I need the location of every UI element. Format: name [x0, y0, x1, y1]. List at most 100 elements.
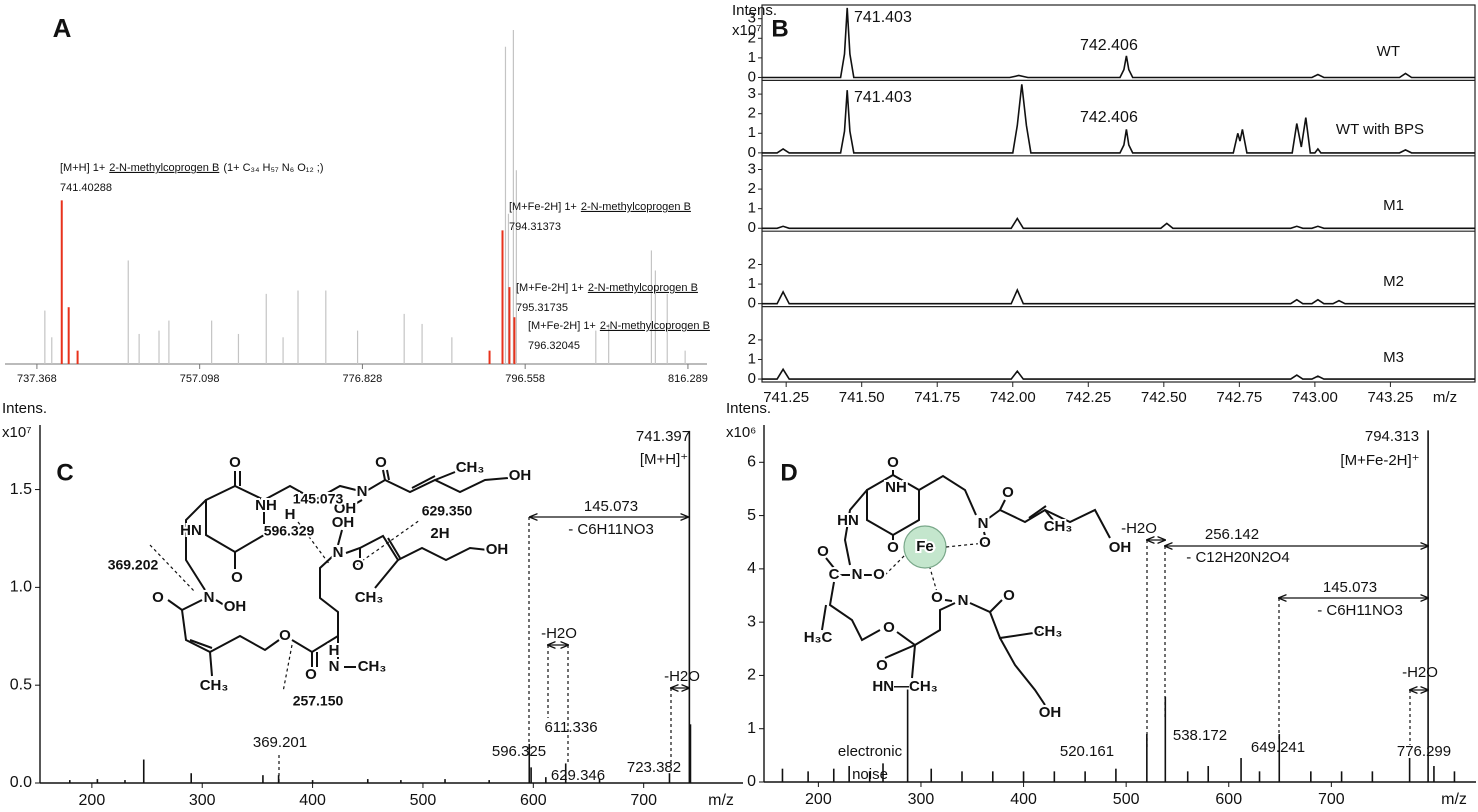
bond: [205, 485, 265, 554]
annotation: 145.073: [1323, 579, 1377, 596]
atom-label: H: [329, 642, 340, 659]
trace-name: M1: [1383, 197, 1404, 214]
atom-label: C: [829, 566, 840, 583]
peak-label: 741.403: [854, 9, 912, 26]
bond: [386, 469, 390, 481]
x-tick-label: 742.25: [1065, 389, 1111, 406]
atom-label: O: [231, 569, 243, 586]
panel-label: A: [53, 13, 72, 43]
x-tick-label: 300: [908, 791, 935, 808]
bond: [983, 531, 986, 537]
atom-label: OH: [334, 500, 357, 517]
atom-label: CH₃: [1044, 518, 1073, 535]
bond: [999, 637, 1046, 706]
bond: [821, 604, 827, 631]
fragment-cut: [351, 519, 421, 569]
annotation: 538.172: [1173, 727, 1227, 744]
annotation: -H2O: [1402, 664, 1438, 681]
x-tick-label: 737.368: [17, 373, 57, 385]
y-axis-exponent: x10⁷: [732, 22, 762, 39]
atom-label: O: [931, 589, 943, 606]
x-tick-label: 400: [1010, 791, 1037, 808]
x-axis-label: m/z: [1433, 389, 1457, 406]
bond: [189, 639, 213, 649]
x-tick-label: 200: [805, 791, 832, 808]
x-tick-label: 776.828: [343, 373, 383, 385]
y-tick-label: 1: [748, 275, 756, 292]
atom-label: O: [979, 534, 991, 551]
x-tick-label: 200: [79, 792, 106, 809]
annotation: 596.325: [492, 743, 546, 760]
y-tick-label: 1.0: [10, 579, 32, 596]
x-tick-label: 700: [1318, 791, 1345, 808]
bond: [167, 599, 203, 612]
y-tick-label: 0: [747, 773, 756, 790]
y-tick-label: 2: [747, 667, 756, 684]
bond: [349, 499, 363, 508]
annotation: [M+H]⁺: [640, 451, 688, 468]
trace: [762, 84, 1475, 154]
bond: [1028, 505, 1047, 519]
annotation-adduct: [M+H] 1+: [60, 162, 105, 174]
annotation: 145.073: [584, 498, 638, 515]
atom-label: H: [285, 506, 296, 523]
atom-label: H₃C: [804, 629, 833, 646]
annotation: 723.382: [627, 759, 681, 776]
bond: [367, 477, 509, 494]
x-tick-label: 743.25: [1367, 389, 1413, 406]
y-tick-label: 1: [748, 49, 756, 66]
atom-label: N: [357, 483, 368, 500]
bond: [918, 474, 977, 516]
atom-label: HN—CH₃: [872, 678, 937, 695]
atom-label: O: [883, 619, 895, 636]
x-tick-label: 743.00: [1292, 389, 1338, 406]
x-tick-label: 742.50: [1141, 389, 1187, 406]
annotation: - C12H20N2O4: [1186, 549, 1289, 566]
y-tick-label: 0: [748, 68, 756, 85]
atom-label: O: [375, 454, 387, 471]
y-tick-label: 3: [748, 10, 756, 27]
bond: [1044, 509, 1054, 521]
y-tick-label: 1: [748, 124, 756, 141]
atom-label: N: [333, 544, 344, 561]
x-tick-label: 796.558: [505, 373, 545, 385]
atom-label: N: [978, 515, 989, 532]
atom-label: O: [817, 543, 829, 560]
bond: [215, 599, 225, 606]
bond: [397, 546, 489, 562]
x-tick-label: 500: [1113, 791, 1140, 808]
x-tick-label: 741.75: [914, 389, 960, 406]
annotation-formula: (1+ C₃₄ H₅₇ N₆ O₁₂ ;): [223, 162, 323, 174]
iron-center: [903, 525, 947, 569]
y-tick-label: 3: [748, 85, 756, 102]
bond: [944, 599, 953, 602]
x-tick-label: 500: [410, 792, 437, 809]
bond: [828, 581, 881, 642]
bond: [999, 499, 1006, 511]
annotation-mz: 795.31735: [516, 302, 568, 314]
y-axis-exponent: x10⁷: [2, 424, 32, 441]
y-tick-label: 3: [747, 613, 756, 630]
y-axis-label: Intens.: [726, 400, 771, 417]
panel-label: C: [56, 459, 73, 486]
y-axis-label: Intens.: [2, 400, 47, 417]
fragment-cut: [297, 521, 331, 566]
atom-label: O: [305, 666, 317, 683]
atom-label: O: [876, 657, 888, 674]
fragment-label: 257.150: [293, 693, 344, 709]
atom-label: CH₃: [200, 677, 229, 694]
y-tick-label: 1.5: [10, 481, 32, 498]
y-tick-label: 0: [748, 219, 756, 236]
y-tick-label: 0.0: [10, 774, 32, 791]
bond: [387, 537, 401, 559]
y-axis-exponent: x10⁶: [726, 424, 756, 441]
atom-label: O: [152, 589, 164, 606]
atom-label: N: [204, 589, 215, 606]
panel-label: B: [771, 15, 788, 42]
bond: [263, 484, 357, 502]
trace: [762, 367, 1475, 380]
bond: [382, 469, 386, 481]
atom-label: NH: [255, 497, 277, 514]
bond: [319, 555, 339, 636]
x-tick-label: 742.75: [1216, 389, 1262, 406]
